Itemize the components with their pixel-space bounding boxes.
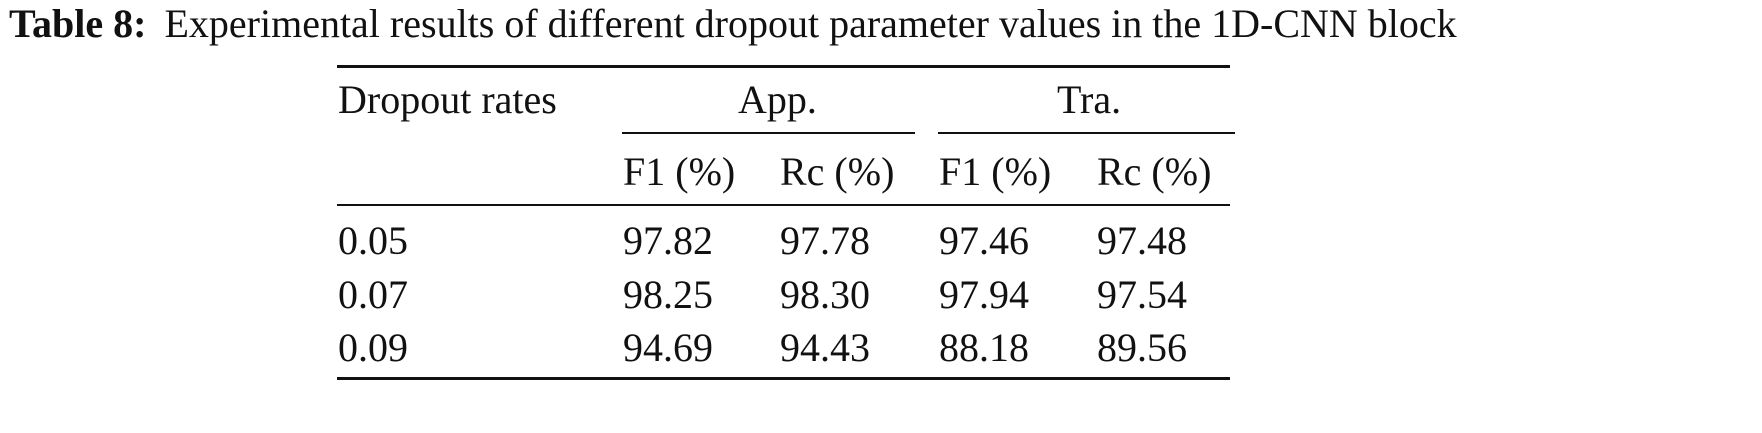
table-cell: 97.46	[939, 218, 1029, 263]
table-cell: 97.54	[1097, 272, 1187, 317]
table-cell: 98.30	[780, 272, 870, 317]
table-row-rate: 0.09	[338, 325, 408, 370]
table-cell: 98.25	[623, 272, 713, 317]
group-header-app: App.	[738, 77, 817, 122]
table-cell: 89.56	[1097, 325, 1187, 370]
table-row-rate: 0.07	[338, 272, 408, 317]
table-cell: 88.18	[939, 325, 1029, 370]
group-header-tra: Tra.	[1057, 77, 1122, 122]
subheader-app-f1: F1 (%)	[623, 149, 736, 194]
bottom-rule	[337, 377, 1230, 380]
app-group-rule	[622, 132, 915, 134]
subheader-tra-f1: F1 (%)	[939, 149, 1052, 194]
table-cell: 97.94	[939, 272, 1029, 317]
table-cell: 94.69	[623, 325, 713, 370]
subheader-tra-rc: Rc (%)	[1097, 149, 1212, 194]
header-rule	[337, 204, 1230, 206]
caption-text: Experimental results of different dropou…	[164, 1, 1457, 46]
table-cell: 97.82	[623, 218, 713, 263]
table-cell: 97.48	[1097, 218, 1187, 263]
subheader-app-rc: Rc (%)	[780, 149, 895, 194]
table-cell: 94.43	[780, 325, 870, 370]
table-cell: 97.78	[780, 218, 870, 263]
top-rule	[337, 65, 1230, 68]
tra-group-rule	[938, 132, 1235, 134]
table-caption: Table 8: Experimental results of differen…	[9, 0, 1457, 48]
caption-label: Table 8:	[9, 1, 147, 46]
table-row-rate: 0.05	[338, 218, 408, 263]
row-header-label: Dropout rates	[338, 77, 557, 122]
